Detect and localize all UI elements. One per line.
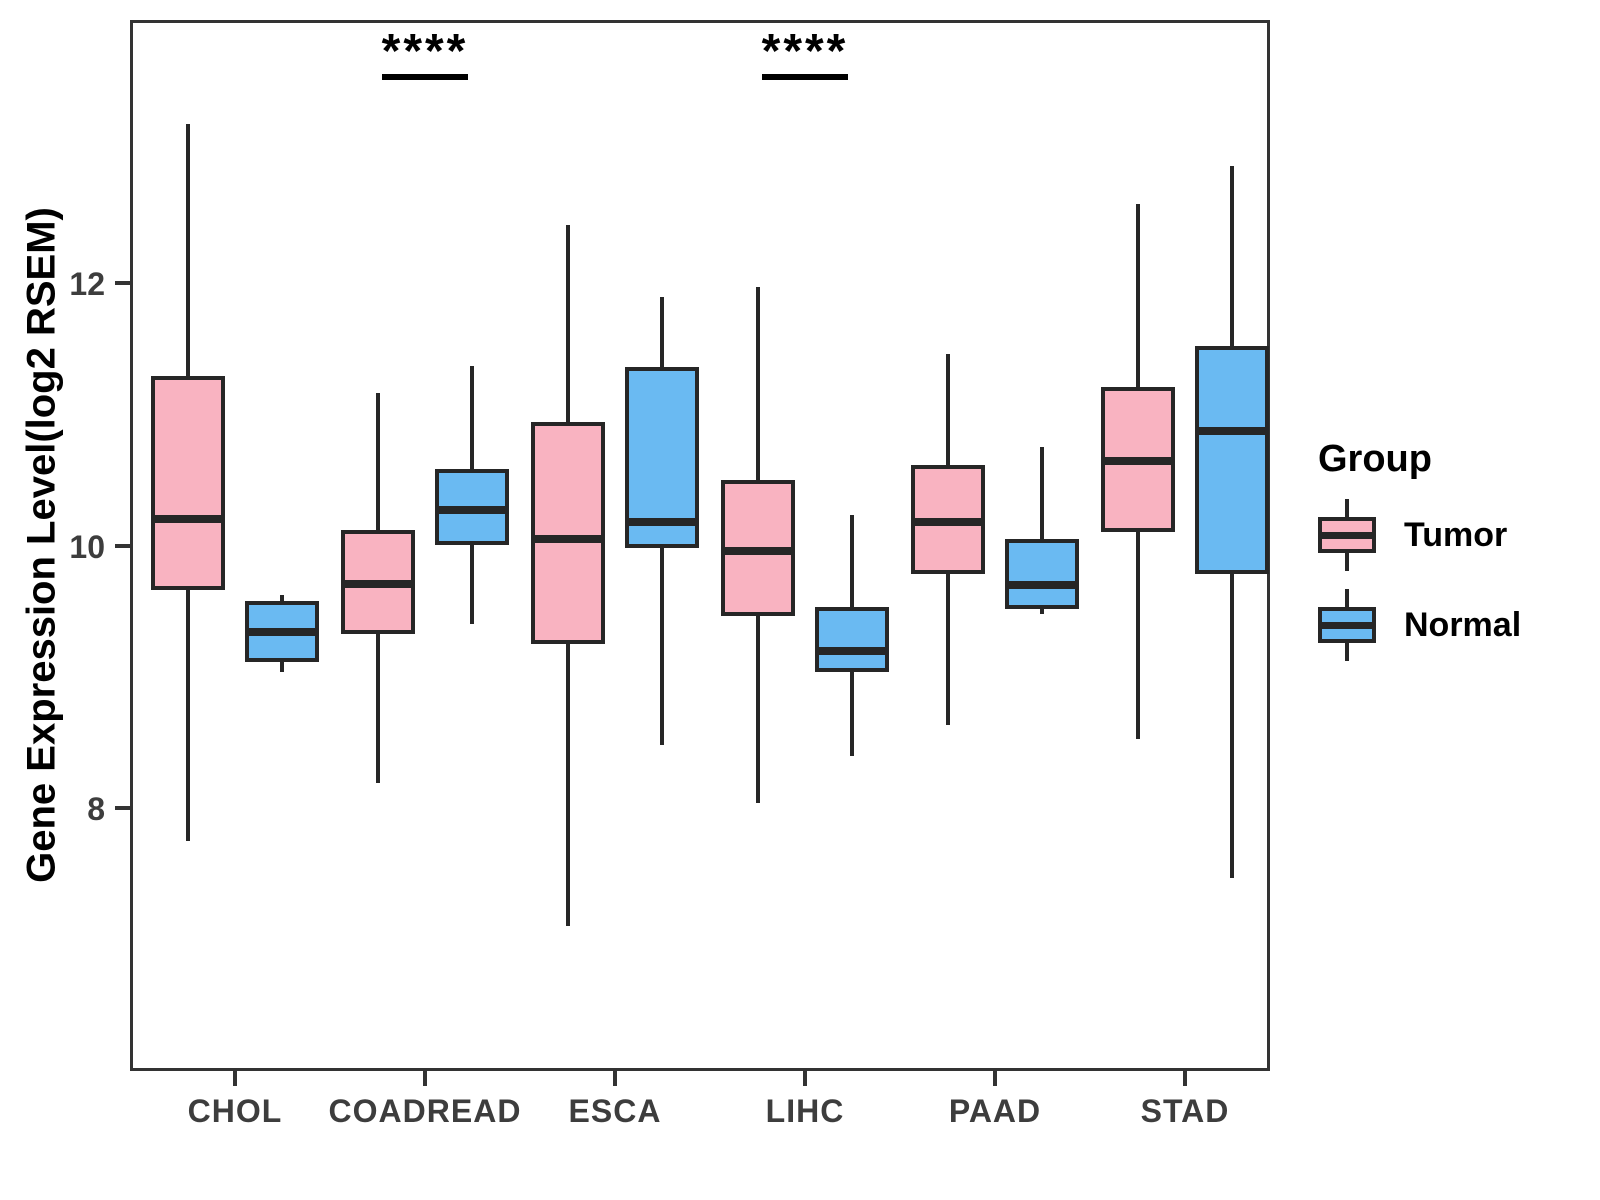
significance-stars-lihc: **** <box>761 25 849 78</box>
x-tick-mark <box>423 1071 427 1086</box>
x-tick-label-lihc: LIHC <box>765 1093 845 1129</box>
x-tick-label-stad: STAD <box>1140 1093 1230 1129</box>
x-tick-mark <box>993 1071 997 1086</box>
legend-label-tumor: Tumor <box>1404 515 1508 554</box>
median-normal-esca <box>625 517 699 526</box>
significance-stars-coadread: **** <box>381 25 469 78</box>
legend-entry-normal: Normal <box>1318 589 1521 661</box>
significance-underline-lihc <box>762 74 848 80</box>
glyph-median <box>1318 622 1376 629</box>
x-tick-label-paad: PAAD <box>948 1093 1042 1129</box>
y-tick-label-8: 8 <box>87 791 105 828</box>
median-tumor-paad <box>911 517 985 526</box>
box-normal-lihc <box>815 607 889 672</box>
box-tumor-chol <box>151 376 225 591</box>
legend-title: Group <box>1318 438 1432 480</box>
median-tumor-stad <box>1101 457 1175 466</box>
legend: Group Tumor Normal <box>1318 438 1521 661</box>
median-tumor-lihc <box>721 546 795 555</box>
median-tumor-coadread <box>341 579 415 588</box>
median-normal-paad <box>1005 580 1079 589</box>
legend-label-normal: Normal <box>1404 605 1522 644</box>
x-tick-mark <box>613 1071 617 1086</box>
tumor-boxplot-glyph-icon <box>1318 499 1376 571</box>
glyph-median <box>1318 532 1376 539</box>
median-normal-lihc <box>815 646 889 655</box>
x-tick-label-esca: ESCA <box>568 1093 662 1129</box>
whisker-normal-paad <box>1040 446 1044 614</box>
y-tick-label-10: 10 <box>69 528 105 565</box>
median-tumor-esca <box>531 534 605 543</box>
box-tumor-esca <box>531 422 605 645</box>
x-tick-label-chol: CHOL <box>187 1093 283 1129</box>
x-tick-mark <box>1183 1071 1187 1086</box>
x-tick-mark <box>803 1071 807 1086</box>
significance-underline-coadread <box>382 74 468 80</box>
box-normal-stad <box>1195 345 1269 575</box>
y-tick-mark <box>115 806 130 811</box>
normal-boxplot-glyph-icon <box>1318 589 1376 661</box>
x-tick-label-coadread: COADREAD <box>328 1093 522 1129</box>
plot-panel <box>130 20 1270 1071</box>
median-tumor-chol <box>151 515 225 524</box>
x-tick-mark <box>233 1071 237 1086</box>
y-tick-label-12: 12 <box>69 265 105 302</box>
median-normal-coadread <box>435 506 509 515</box>
box-normal-paad <box>1005 538 1079 609</box>
legend-entry-tumor: Tumor <box>1318 499 1521 571</box>
median-normal-chol <box>245 628 319 637</box>
y-tick-mark <box>115 280 130 285</box>
median-normal-stad <box>1195 427 1269 436</box>
y-tick-mark <box>115 543 130 548</box>
